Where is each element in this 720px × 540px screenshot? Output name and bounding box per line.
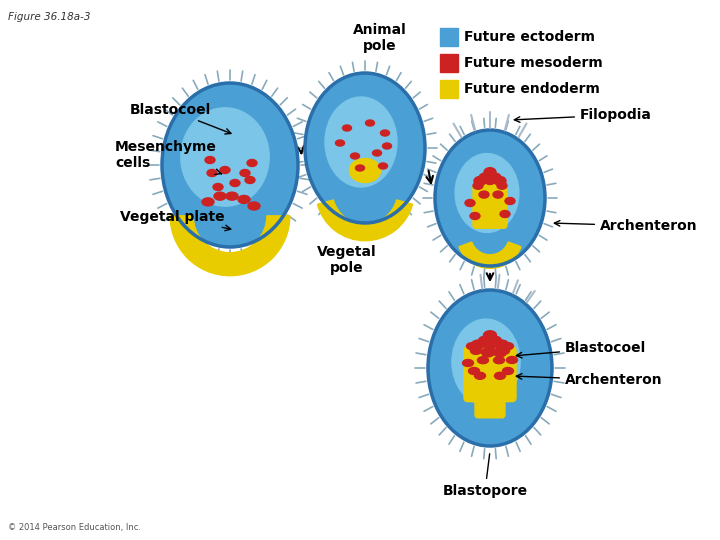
Text: Blastocoel: Blastocoel [130, 103, 231, 134]
Ellipse shape [247, 159, 257, 166]
Ellipse shape [494, 177, 506, 186]
Text: Vegetal
pole: Vegetal pole [318, 245, 377, 275]
Ellipse shape [474, 372, 485, 379]
Ellipse shape [343, 125, 351, 131]
Text: Archenteron: Archenteron [516, 373, 662, 387]
Ellipse shape [462, 360, 474, 367]
Ellipse shape [470, 213, 480, 219]
Text: © 2014 Pearson Education, Inc.: © 2014 Pearson Education, Inc. [8, 523, 141, 532]
Text: Blastopore: Blastopore [442, 454, 528, 498]
Ellipse shape [428, 290, 552, 446]
FancyBboxPatch shape [473, 185, 507, 228]
Ellipse shape [505, 198, 515, 205]
Ellipse shape [498, 347, 510, 354]
Ellipse shape [506, 356, 518, 363]
Ellipse shape [248, 202, 260, 210]
Ellipse shape [213, 184, 223, 191]
Ellipse shape [479, 191, 489, 198]
Ellipse shape [356, 165, 364, 171]
FancyBboxPatch shape [464, 347, 516, 402]
Wedge shape [318, 200, 413, 241]
Ellipse shape [489, 173, 501, 182]
Ellipse shape [230, 179, 240, 186]
Text: Vegetal plate: Vegetal plate [120, 210, 231, 231]
Ellipse shape [500, 211, 510, 218]
Ellipse shape [488, 336, 502, 345]
Ellipse shape [469, 368, 480, 375]
Ellipse shape [474, 177, 486, 186]
Ellipse shape [202, 198, 214, 206]
Ellipse shape [245, 177, 255, 184]
Ellipse shape [467, 343, 477, 350]
Ellipse shape [207, 170, 217, 177]
FancyBboxPatch shape [475, 384, 505, 418]
Ellipse shape [162, 83, 298, 247]
Ellipse shape [305, 73, 425, 223]
Ellipse shape [503, 368, 513, 375]
Wedge shape [459, 242, 521, 268]
Bar [440, 80, 458, 98]
Ellipse shape [214, 192, 226, 200]
Ellipse shape [476, 176, 504, 196]
Text: Mesenchyme
cells: Mesenchyme cells [115, 140, 222, 174]
Text: Figure 36.18a-3: Figure 36.18a-3 [8, 12, 91, 22]
Ellipse shape [379, 163, 387, 169]
Ellipse shape [220, 166, 230, 173]
Bar [440, 28, 458, 46]
Ellipse shape [477, 357, 488, 364]
Ellipse shape [485, 178, 495, 185]
Text: Archenteron: Archenteron [554, 219, 698, 233]
Ellipse shape [497, 183, 507, 189]
Ellipse shape [495, 372, 505, 379]
Ellipse shape [473, 183, 483, 189]
Ellipse shape [455, 153, 519, 232]
Ellipse shape [366, 120, 374, 126]
Ellipse shape [479, 336, 492, 345]
Ellipse shape [349, 159, 381, 183]
Ellipse shape [205, 157, 215, 164]
Ellipse shape [382, 143, 392, 149]
Ellipse shape [484, 330, 497, 340]
Ellipse shape [495, 340, 508, 349]
Ellipse shape [226, 192, 238, 200]
Ellipse shape [181, 108, 269, 206]
Ellipse shape [503, 343, 513, 350]
Text: Future ectoderm: Future ectoderm [464, 30, 595, 44]
Ellipse shape [435, 130, 545, 266]
Ellipse shape [485, 343, 495, 350]
Text: Future endoderm: Future endoderm [464, 82, 600, 96]
Ellipse shape [472, 340, 485, 349]
Ellipse shape [465, 199, 475, 206]
Ellipse shape [372, 150, 382, 156]
Text: Blastocoel: Blastocoel [516, 341, 647, 358]
Text: Animal
pole: Animal pole [353, 23, 407, 53]
Ellipse shape [484, 167, 496, 177]
Ellipse shape [351, 153, 359, 159]
Ellipse shape [336, 140, 344, 146]
Ellipse shape [240, 170, 250, 177]
Ellipse shape [479, 173, 491, 182]
Ellipse shape [482, 348, 495, 357]
Ellipse shape [238, 195, 250, 204]
Ellipse shape [452, 319, 520, 405]
Text: Future mesoderm: Future mesoderm [464, 56, 603, 70]
Wedge shape [170, 216, 290, 276]
Text: Filopodia: Filopodia [514, 108, 652, 122]
Bar [440, 54, 458, 72]
Ellipse shape [493, 348, 506, 357]
Ellipse shape [380, 130, 390, 136]
Ellipse shape [493, 191, 503, 198]
Ellipse shape [470, 347, 482, 354]
Ellipse shape [493, 357, 505, 364]
Ellipse shape [325, 97, 397, 187]
